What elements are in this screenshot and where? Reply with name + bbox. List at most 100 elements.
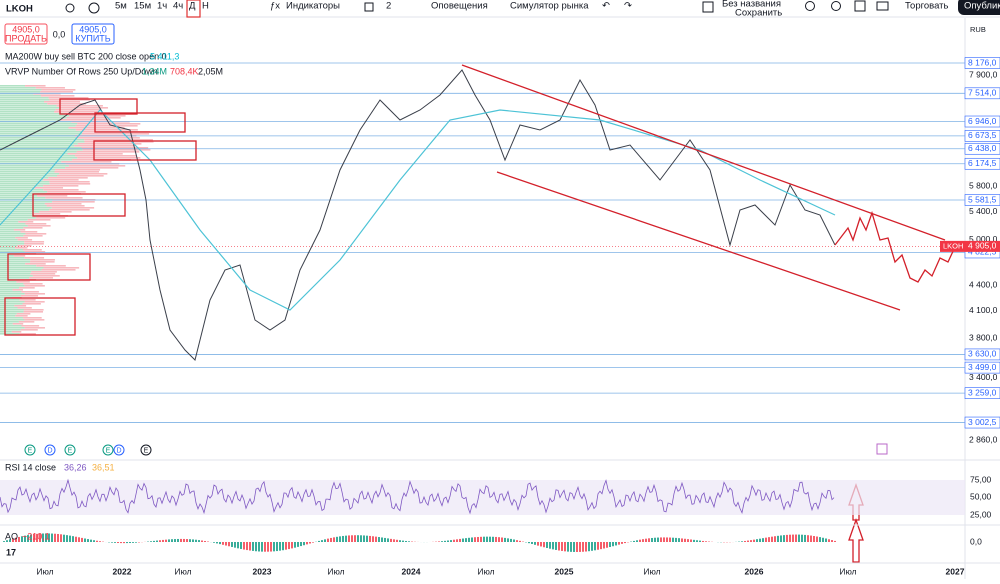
- ao-bar: [567, 542, 569, 552]
- ao-bar: [381, 537, 383, 542]
- interval[interactable]: 5м: [115, 1, 127, 12]
- profile-down: [18, 239, 32, 241]
- price-tick-label: 3 400,0: [969, 372, 998, 382]
- ao-bar: [303, 542, 305, 545]
- profile-down: [22, 325, 40, 327]
- event-marker-label: E: [28, 447, 33, 454]
- ao-bar: [579, 542, 581, 552]
- ao-bar: [228, 542, 230, 546]
- ao-bar: [384, 538, 386, 542]
- ao-bar: [504, 538, 506, 542]
- rsi-value: 36,26: [64, 462, 87, 472]
- profile-down: [45, 197, 82, 199]
- symbol[interactable]: LKOH: [6, 4, 33, 15]
- profile-up: [0, 225, 28, 227]
- ao-bar: [666, 537, 668, 542]
- ao-bar: [498, 537, 500, 542]
- redo[interactable]: ↷: [624, 1, 633, 12]
- profile-down: [25, 263, 46, 265]
- profile-up: [0, 127, 68, 129]
- profile-up: [0, 205, 47, 207]
- ao-bar: [660, 537, 662, 542]
- ao-bar: [816, 537, 818, 542]
- ao-bar: [153, 541, 155, 542]
- ao-bar: [81, 538, 83, 542]
- profile-up: [0, 275, 33, 277]
- profile-down: [78, 143, 142, 145]
- ao-bar: [54, 534, 56, 542]
- interval[interactable]: 4ч: [173, 1, 183, 12]
- profile-down: [13, 289, 23, 291]
- interval[interactable]: 15м: [134, 1, 151, 12]
- profile-down: [36, 217, 65, 219]
- ao-bar: [681, 538, 683, 542]
- ao-bar: [156, 541, 158, 542]
- profile-down: [42, 269, 76, 271]
- ao-bar: [267, 542, 269, 552]
- ao-bar: [750, 540, 752, 542]
- profile-up: [0, 153, 67, 155]
- interval[interactable]: 1ч: [157, 1, 167, 12]
- level-label: 6 673,5: [968, 130, 997, 140]
- profile-up: [0, 233, 25, 235]
- profile-up: [0, 141, 84, 143]
- publish-button[interactable]: Опублик: [964, 1, 1000, 12]
- ao-bar: [183, 539, 185, 542]
- profile-down: [35, 187, 63, 189]
- profile-down: [39, 211, 71, 213]
- ao-bar: [66, 535, 68, 542]
- profile-up: [0, 119, 60, 121]
- profile-up: [0, 231, 21, 233]
- ao-bar: [318, 541, 320, 542]
- profile-up: [0, 159, 72, 161]
- ao-bar: [378, 537, 380, 542]
- alerts[interactable]: Оповещения: [431, 1, 488, 12]
- profile-down: [54, 111, 98, 113]
- ao-bar: [663, 537, 665, 542]
- profile-up: [0, 189, 43, 191]
- ao-bar: [510, 539, 512, 542]
- profile-up: [0, 273, 30, 275]
- profile-down: [77, 151, 140, 153]
- interval[interactable]: Н: [202, 1, 209, 12]
- ao-bar: [336, 537, 338, 542]
- profile-down: [31, 271, 57, 273]
- volume-profile: [0, 85, 154, 335]
- chart-type-icon[interactable]: ƒx: [270, 1, 280, 12]
- interval[interactable]: Д: [189, 1, 196, 12]
- replay[interactable]: Симулятор рынка: [510, 1, 589, 12]
- profile-up: [0, 305, 14, 307]
- ao-bar: [273, 542, 275, 551]
- undo[interactable]: ↶: [602, 1, 610, 12]
- tv-logo: 17: [6, 547, 16, 557]
- indicators[interactable]: Индикаторы: [286, 1, 340, 12]
- ao-bar: [795, 535, 797, 542]
- ao-bar: [276, 542, 278, 551]
- ao-bar: [807, 535, 809, 542]
- ao-bar: [669, 538, 671, 542]
- event-marker-future[interactable]: [877, 444, 887, 454]
- ao-bar: [231, 542, 233, 547]
- ao-bar: [351, 535, 353, 542]
- ao-bar: [534, 542, 536, 545]
- profile-down: [52, 207, 94, 209]
- ao-bar: [189, 539, 191, 542]
- ao-bar: [456, 539, 458, 542]
- ao-bar: [171, 539, 173, 542]
- profile-up: [0, 257, 24, 259]
- levels: [0, 63, 965, 423]
- profile-down: [24, 241, 44, 243]
- ao-bar: [177, 539, 179, 542]
- profile-up: [0, 249, 23, 251]
- trade-button[interactable]: Торговать: [905, 1, 949, 12]
- profile-down: [17, 313, 31, 315]
- time-label: Июл: [477, 566, 494, 576]
- profile-down: [29, 277, 53, 279]
- ao-bar: [69, 536, 71, 542]
- profile-up: [0, 191, 47, 193]
- ao-bar: [201, 541, 203, 542]
- ao-bar: [387, 538, 389, 542]
- profile-down: [14, 305, 26, 307]
- profile-down: [57, 175, 104, 177]
- ao-bar: [57, 534, 59, 542]
